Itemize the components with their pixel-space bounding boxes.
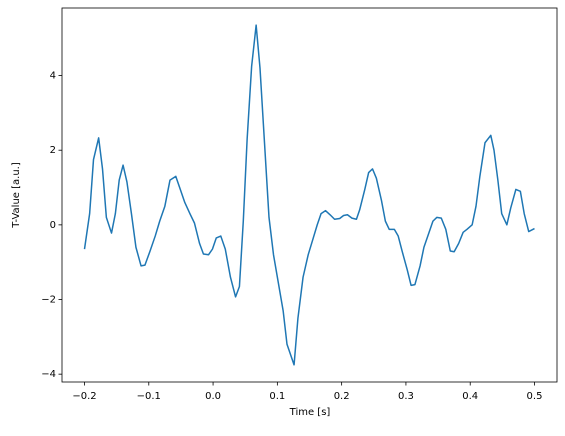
data-line — [83, 24, 535, 366]
x-axis-label: Time [s] — [289, 407, 331, 418]
y-axis-label: T-Value [a.u.] — [11, 162, 22, 229]
x-tick-label: 0.1 — [269, 391, 285, 402]
y-tick-label: 2 — [50, 145, 56, 156]
y-tick-label: 0 — [50, 220, 56, 231]
y-tick-label: −4 — [41, 369, 56, 380]
x-tick-label: 0.0 — [205, 391, 221, 402]
x-tick-label: −0.1 — [137, 391, 161, 402]
x-tick-label: 0.2 — [334, 391, 350, 402]
x-tick-label: 0.4 — [462, 391, 478, 402]
x-tick-label: 0.5 — [527, 391, 543, 402]
x-tick-label: −0.2 — [72, 391, 96, 402]
y-tick-label: 4 — [50, 71, 56, 82]
plot-frame — [61, 7, 558, 383]
x-tick-label: 0.3 — [398, 391, 414, 402]
y-tick-label: −2 — [41, 295, 56, 306]
